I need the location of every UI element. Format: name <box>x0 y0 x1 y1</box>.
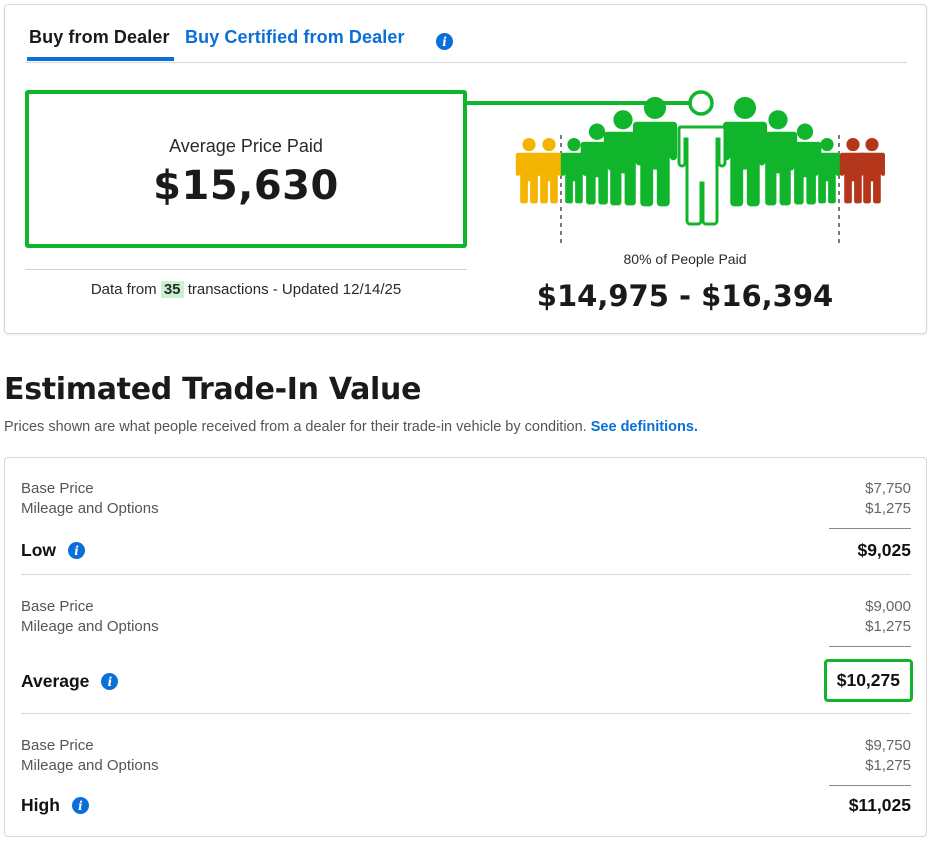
tier-label: High i <box>21 795 89 816</box>
data-source-note: Data from 35 transactions - Updated 12/1… <box>25 269 467 298</box>
average-price-box: Average Price Paid $15,630 <box>25 90 467 248</box>
person-icon <box>632 96 678 207</box>
mileage-options-value: $1,275 <box>865 618 911 635</box>
highlighted-person-icon <box>677 125 727 226</box>
person-icon <box>858 137 885 204</box>
info-icon[interactable]: i <box>68 542 85 559</box>
tier-divider <box>21 713 911 714</box>
base-price-label: Base Price <box>21 737 94 754</box>
tier-divider <box>21 574 911 575</box>
data-suffix: transactions - Updated 12/14/25 <box>187 281 402 298</box>
tier-name: Average <box>21 671 90 691</box>
mileage-options-row: Mileage and Options $1,275 <box>21 757 911 774</box>
average-price-label: Average Price Paid <box>169 136 323 156</box>
base-price-row: Base Price $9,750 <box>21 737 911 754</box>
sum-divider <box>829 646 911 647</box>
average-price-value: $15,630 <box>153 163 339 209</box>
connector-head-circle <box>688 90 714 116</box>
tab-buy-from-dealer[interactable]: Buy from Dealer <box>27 27 174 61</box>
tier-total-value: $9,025 <box>857 540 911 560</box>
trade-in-description: Prices shown are what people received fr… <box>4 419 698 435</box>
trade-in-description-text: Prices shown are what people received fr… <box>4 419 587 435</box>
base-price-label: Base Price <box>21 480 94 497</box>
person-icon <box>560 137 588 204</box>
sum-divider <box>829 528 911 529</box>
data-prefix: Data from <box>90 281 157 298</box>
price-range-value: $14,975 - $16,394 <box>536 279 834 313</box>
tab-buy-certified[interactable]: Buy Certified from Dealer <box>185 27 405 47</box>
purchase-type-tabs: Buy from Dealer Buy Certified from Deale… <box>25 23 907 63</box>
base-price-row: Base Price $7,750 <box>21 480 911 497</box>
base-price-row: Base Price $9,000 <box>21 598 911 615</box>
mileage-options-row: Mileage and Options $1,275 <box>21 500 911 517</box>
trade-in-card: Base Price $7,750 Mileage and Options $1… <box>4 457 927 837</box>
people-distribution-graphic <box>467 90 885 245</box>
transaction-count-badge: 35 <box>160 281 184 298</box>
tier-label: Low i <box>21 540 85 561</box>
mileage-options-label: Mileage and Options <box>21 500 159 517</box>
base-price-value: $9,750 <box>865 737 911 754</box>
mileage-options-value: $1,275 <box>865 500 911 517</box>
mileage-options-value: $1,275 <box>865 757 911 774</box>
base-price-value: $9,000 <box>865 598 911 615</box>
info-icon[interactable]: i <box>71 797 89 814</box>
person-icon <box>603 110 643 206</box>
person-icon <box>722 96 768 207</box>
see-definitions-link[interactable]: See definitions. <box>590 419 698 435</box>
tier-total-value: $11,025 <box>848 795 911 815</box>
mileage-options-row: Mileage and Options $1,275 <box>21 618 911 635</box>
info-icon[interactable]: i <box>436 33 453 50</box>
mileage-options-label: Mileage and Options <box>21 618 159 635</box>
base-price-label: Base Price <box>21 598 94 615</box>
person-icon <box>535 137 563 204</box>
info-icon[interactable]: i <box>101 673 119 690</box>
trade-in-heading: Estimated Trade-In Value <box>4 372 422 407</box>
person-icon <box>788 123 822 205</box>
tier-total-value-highlighted: $10,275 <box>823 659 913 702</box>
percent-people-label: 80% of People Paid <box>623 251 747 267</box>
person-icon <box>758 110 798 206</box>
people-figures <box>515 96 885 207</box>
person-icon <box>813 137 841 204</box>
base-price-value: $7,750 <box>865 480 911 497</box>
person-icon <box>515 137 543 204</box>
sum-divider <box>829 785 911 786</box>
price-paid-card: Buy from Dealer Buy Certified from Deale… <box>4 4 927 334</box>
mileage-options-label: Mileage and Options <box>21 757 159 774</box>
tier-name: High <box>21 795 60 815</box>
tier-label: Average i <box>21 671 119 692</box>
tier-name: Low <box>21 540 56 560</box>
